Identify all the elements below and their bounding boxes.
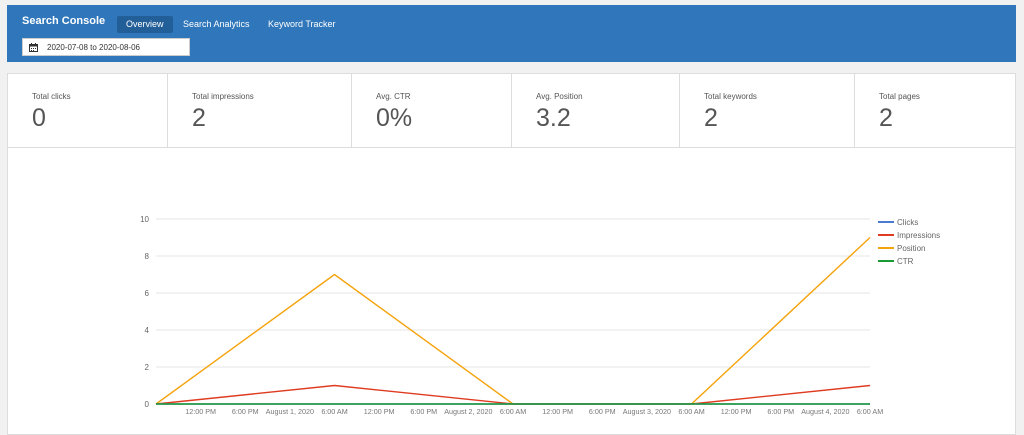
legend-label: CTR (897, 257, 914, 266)
x-tick-label: August 3, 2020 (623, 407, 671, 416)
chart-grid (156, 218, 870, 405)
stat-value: 3.2 (536, 104, 571, 132)
y-tick-label: 8 (145, 252, 150, 261)
x-tick-label: 6:00 AM (500, 407, 526, 416)
stat-total-clicks: Total clicks 0 (8, 74, 168, 147)
stat-value: 0% (376, 104, 413, 132)
y-tick-label: 0 (145, 400, 150, 409)
stat-label: Total clicks (32, 92, 71, 101)
x-tick-label: 12:00 PM (364, 407, 395, 416)
chart-series (155, 236, 871, 405)
calendar-icon (29, 43, 38, 52)
tab-search-analytics[interactable]: Search Analytics (183, 19, 250, 29)
stat-total-keywords: Total keywords 2 (680, 74, 855, 147)
x-tick-label: 6:00 PM (410, 407, 437, 416)
stat-label: Total pages (879, 92, 920, 101)
header-bar: Search Console Overview Search Analytics… (7, 5, 1016, 62)
stat-value: 2 (192, 104, 206, 132)
app-title: Search Console (22, 15, 106, 27)
overview-panel: Total clicks 0 Total impressions 2 Avg. … (7, 73, 1016, 435)
y-tick-label: 4 (145, 326, 150, 335)
legend-label: Position (897, 244, 925, 253)
chart-legend: Clicks Impressions Position CTR (878, 218, 940, 266)
divider (8, 147, 1015, 148)
x-tick-label: 6:00 AM (857, 407, 883, 416)
stat-label: Total keywords (704, 92, 757, 101)
x-axis-labels: 12:00 PM 6:00 PM August 1, 2020 6:00 AM 12:0… (185, 407, 883, 416)
stat-total-impressions: Total impressions 2 (168, 74, 352, 147)
stat-label: Total impressions (192, 92, 254, 101)
tab-keyword-tracker[interactable]: Keyword Tracker (268, 19, 336, 29)
x-tick-label: 12:00 PM (542, 407, 573, 416)
x-tick-label: 6:00 AM (321, 407, 347, 416)
legend-label: Impressions (897, 231, 940, 240)
legend-label: Clicks (897, 218, 918, 227)
tab-overview[interactable]: Overview (117, 16, 173, 33)
stat-value: 0 (32, 104, 46, 132)
stat-total-pages: Total pages 2 (855, 74, 1015, 147)
x-tick-label: August 4, 2020 (801, 407, 849, 416)
y-tick-label: 2 (145, 363, 150, 372)
x-tick-label: 6:00 PM (232, 407, 259, 416)
date-range-picker[interactable]: 2020-07-08 to 2020-08-06 (22, 38, 190, 56)
y-tick-label: 6 (145, 289, 150, 298)
x-tick-label: 12:00 PM (185, 407, 216, 416)
series-line-impressions (155, 384, 871, 405)
date-range-text: 2020-07-08 to 2020-08-06 (47, 43, 140, 52)
stat-value: 2 (704, 104, 718, 132)
x-tick-label: 6:00 PM (767, 407, 794, 416)
series-line-position (155, 236, 871, 405)
x-tick-label: 6:00 AM (678, 407, 704, 416)
y-axis-labels: 0 2 4 6 8 10 (140, 215, 149, 409)
x-tick-label: 12:00 PM (721, 407, 752, 416)
stat-label: Avg. Position (536, 92, 583, 101)
stat-avg-position: Avg. Position 3.2 (512, 74, 680, 147)
stat-label: Avg. CTR (376, 92, 411, 101)
x-tick-label: August 2, 2020 (444, 407, 492, 416)
x-tick-label: August 1, 2020 (266, 407, 314, 416)
x-tick-label: 6:00 PM (589, 407, 616, 416)
stat-avg-ctr: Avg. CTR 0% (352, 74, 512, 147)
stat-value: 2 (879, 104, 893, 132)
y-tick-label: 10 (140, 215, 149, 224)
